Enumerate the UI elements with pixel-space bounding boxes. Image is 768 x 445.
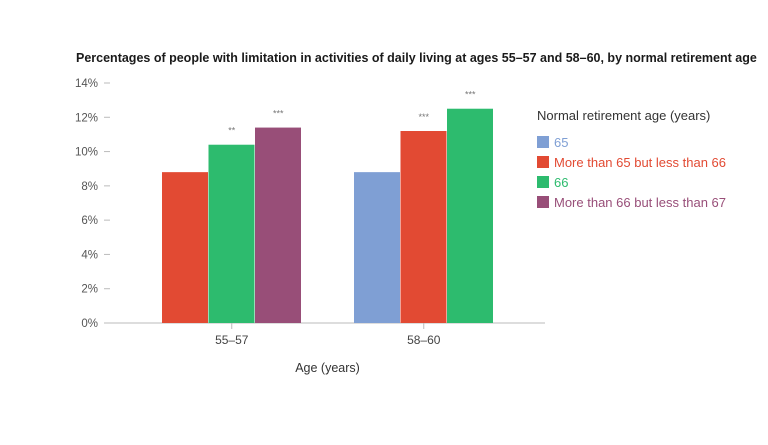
legend-item: 65 xyxy=(537,132,726,152)
significance-label: ** xyxy=(228,126,236,136)
y-tick-label: 8% xyxy=(81,181,98,193)
y-tick-label: 12% xyxy=(75,112,98,124)
legend-swatch xyxy=(537,196,549,208)
x-tick-label: 58–60 xyxy=(407,333,441,347)
y-tick-label: 4% xyxy=(81,249,98,261)
y-tick-label: 0% xyxy=(81,318,98,330)
legend-label: More than 65 but less than 66 xyxy=(554,154,727,170)
legend-item: More than 65 but less than 66 xyxy=(537,152,726,172)
x-axis-label: Age (years) xyxy=(295,361,360,375)
bar xyxy=(447,108,493,323)
legend-item: 66 xyxy=(537,172,726,192)
bar xyxy=(255,127,301,323)
bar xyxy=(400,131,447,323)
legend-swatch xyxy=(537,176,549,188)
legend-item: More than 66 but less than 67 xyxy=(537,192,726,212)
legend-label: More than 66 but less than 67 xyxy=(554,194,727,210)
y-tick-label: 14% xyxy=(75,78,98,90)
significance-label: *** xyxy=(465,90,476,100)
significance-label: *** xyxy=(418,112,429,122)
bar xyxy=(162,172,208,323)
y-tick-label: 6% xyxy=(81,215,98,227)
legend-label: 65 xyxy=(554,134,569,150)
legend-title: Normal retirement age (years) xyxy=(537,108,711,123)
legend: Normal retirement age (years) 65 More tha… xyxy=(537,108,726,212)
bar xyxy=(354,172,400,323)
bar xyxy=(208,144,255,323)
chart-title: Percentages of people with limitation in… xyxy=(76,51,757,65)
legend-items: 65 More than 65 but less than 66 66 More th… xyxy=(537,132,726,212)
significance-label: *** xyxy=(273,109,284,119)
legend-swatch xyxy=(537,156,549,168)
legend-label: 66 xyxy=(554,174,569,190)
legend-swatch xyxy=(537,136,549,148)
x-tick-label: 55–57 xyxy=(215,333,249,347)
y-tick-label: 2% xyxy=(81,284,98,296)
y-tick-label: 10% xyxy=(75,147,98,159)
